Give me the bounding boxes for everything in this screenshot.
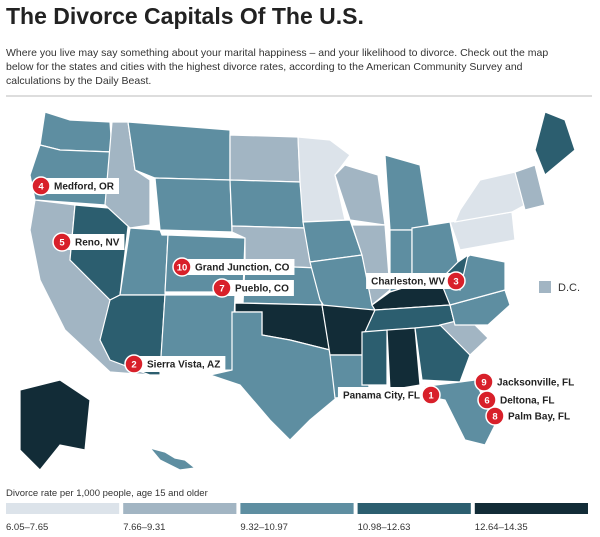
subtitle-line: below for the states and cities with the… bbox=[6, 61, 523, 73]
legend-swatch bbox=[474, 503, 588, 514]
legend-swatch bbox=[357, 503, 471, 514]
city-marker bbox=[124, 354, 144, 374]
legend-title: Divorce rate per 1,000 people, age 15 an… bbox=[6, 488, 208, 499]
legend-swatch bbox=[240, 503, 354, 514]
legend-swatch bbox=[123, 503, 237, 514]
city-label-box bbox=[337, 387, 431, 403]
city-marker bbox=[421, 385, 441, 405]
subtitle-line: calculations by the Daily Beast. bbox=[6, 75, 151, 87]
dc-label: D.C. bbox=[558, 282, 580, 294]
city-name: Palm Bay, FL bbox=[508, 412, 570, 423]
city-rank: 4 bbox=[38, 182, 44, 193]
city-marker bbox=[485, 406, 505, 426]
legend-label: 7.66–9.31 bbox=[123, 522, 165, 533]
city-label-box bbox=[62, 234, 125, 250]
city-rank: 10 bbox=[177, 263, 188, 274]
city-name: Charleston, WV bbox=[371, 277, 445, 288]
dc-swatch bbox=[539, 281, 551, 293]
city-label-box bbox=[182, 259, 295, 275]
title: The Divorce Capitals Of The U.S. bbox=[6, 3, 364, 29]
city-rank: 5 bbox=[59, 238, 65, 249]
city-marker bbox=[172, 257, 192, 277]
city-name: Medford, OR bbox=[54, 182, 115, 193]
city-rank: 7 bbox=[219, 284, 224, 295]
city-name: Reno, NV bbox=[75, 238, 120, 249]
city-marker bbox=[474, 372, 494, 392]
city-name: Grand Junction, CO bbox=[195, 263, 290, 274]
legend-label: 12.64–14.35 bbox=[475, 522, 528, 533]
subtitle-line: Where you live may say something about y… bbox=[6, 47, 548, 59]
city-rank: 9 bbox=[481, 378, 486, 389]
city-label-box bbox=[134, 356, 226, 372]
legend-swatch bbox=[6, 503, 120, 514]
city-name: Sierra Vista, AZ bbox=[147, 360, 220, 371]
city-name: Deltona, FL bbox=[500, 396, 554, 407]
city-rank: 6 bbox=[484, 396, 489, 407]
city-label-box bbox=[222, 280, 294, 296]
city-label-box bbox=[41, 178, 119, 194]
legend: 6.05–7.65 7.66–9.31 9.32–10.97 10.98–12.63 1… bbox=[6, 503, 588, 533]
legend-label: 10.98–12.63 bbox=[358, 522, 411, 533]
legend-label: 6.05–7.65 bbox=[6, 522, 48, 533]
city-marker bbox=[446, 271, 466, 291]
city-label-box bbox=[366, 273, 456, 289]
city-rank: 8 bbox=[492, 412, 497, 423]
city-marker bbox=[212, 278, 232, 298]
city-label-box bbox=[487, 392, 560, 408]
city-markers: Panama City, FL 1 Sierra Vista, AZ 2 Charles… bbox=[31, 176, 580, 426]
city-rank: 2 bbox=[131, 360, 136, 371]
city-label-box bbox=[484, 374, 580, 390]
city-name: Jacksonville, FL bbox=[497, 378, 574, 389]
city-name: Panama City, FL bbox=[343, 391, 420, 402]
legend-label: 9.32–10.97 bbox=[240, 522, 288, 533]
city-marker bbox=[52, 232, 72, 252]
city-name: Pueblo, CO bbox=[235, 284, 289, 295]
city-label-box bbox=[495, 408, 576, 424]
city-rank: 3 bbox=[453, 277, 458, 288]
city-rank: 1 bbox=[428, 391, 434, 402]
city-marker bbox=[31, 176, 51, 196]
